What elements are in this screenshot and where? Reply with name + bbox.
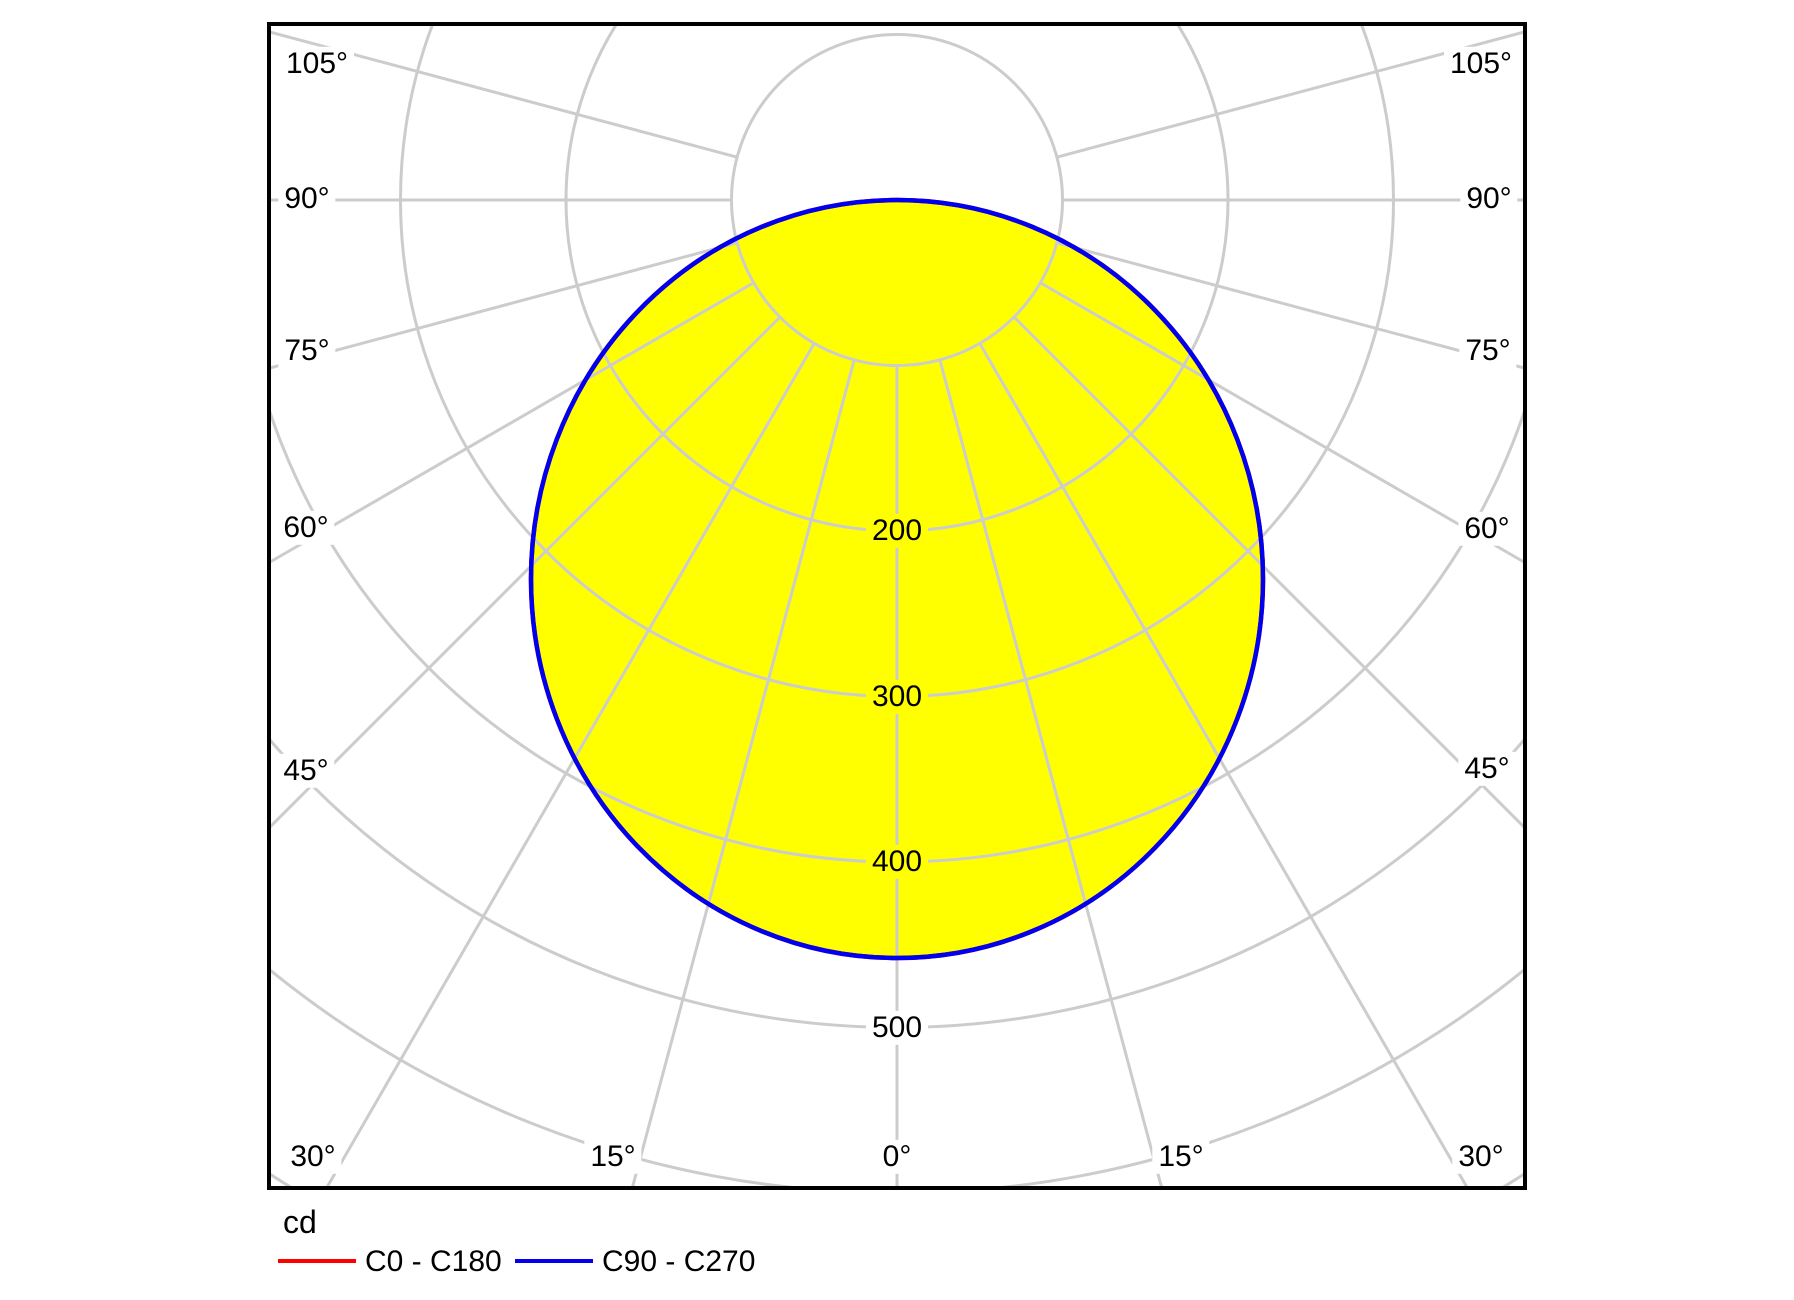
legend-line-c0-c180 (278, 1259, 356, 1263)
curve-c90-c270 (528, 197, 1266, 961)
legend-label-c0-c180: C0 - C180 (365, 1244, 502, 1278)
legend-label-c90-c270: C90 - C270 (602, 1244, 756, 1278)
legend-units-label: cd (283, 1204, 317, 1240)
legend-item-c0-c180: C0 - C180 (278, 1243, 502, 1279)
legend-item-c90-c270: C90 - C270 (515, 1243, 755, 1279)
legend-line-c90-c270 (515, 1259, 593, 1263)
